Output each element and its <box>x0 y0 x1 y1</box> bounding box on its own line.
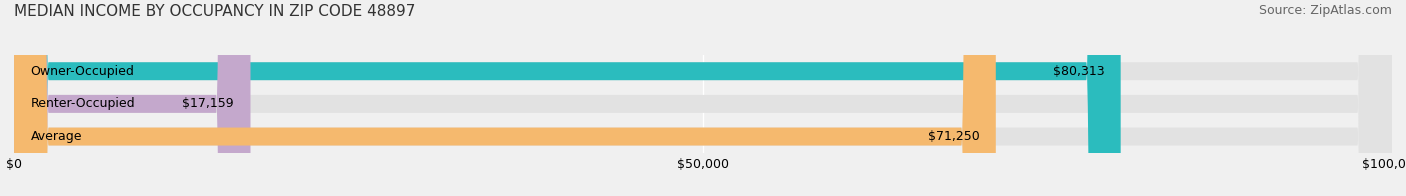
Text: Average: Average <box>31 130 82 143</box>
FancyBboxPatch shape <box>14 0 1392 196</box>
FancyBboxPatch shape <box>14 0 1392 196</box>
Text: MEDIAN INCOME BY OCCUPANCY IN ZIP CODE 48897: MEDIAN INCOME BY OCCUPANCY IN ZIP CODE 4… <box>14 4 415 19</box>
Text: Owner-Occupied: Owner-Occupied <box>31 65 135 78</box>
FancyBboxPatch shape <box>14 0 1392 196</box>
Text: $80,313: $80,313 <box>1053 65 1104 78</box>
Text: Renter-Occupied: Renter-Occupied <box>31 97 135 110</box>
FancyBboxPatch shape <box>14 0 1121 196</box>
FancyBboxPatch shape <box>14 0 250 196</box>
Text: $71,250: $71,250 <box>928 130 979 143</box>
FancyBboxPatch shape <box>14 0 995 196</box>
Text: $17,159: $17,159 <box>183 97 233 110</box>
Text: Source: ZipAtlas.com: Source: ZipAtlas.com <box>1258 4 1392 17</box>
